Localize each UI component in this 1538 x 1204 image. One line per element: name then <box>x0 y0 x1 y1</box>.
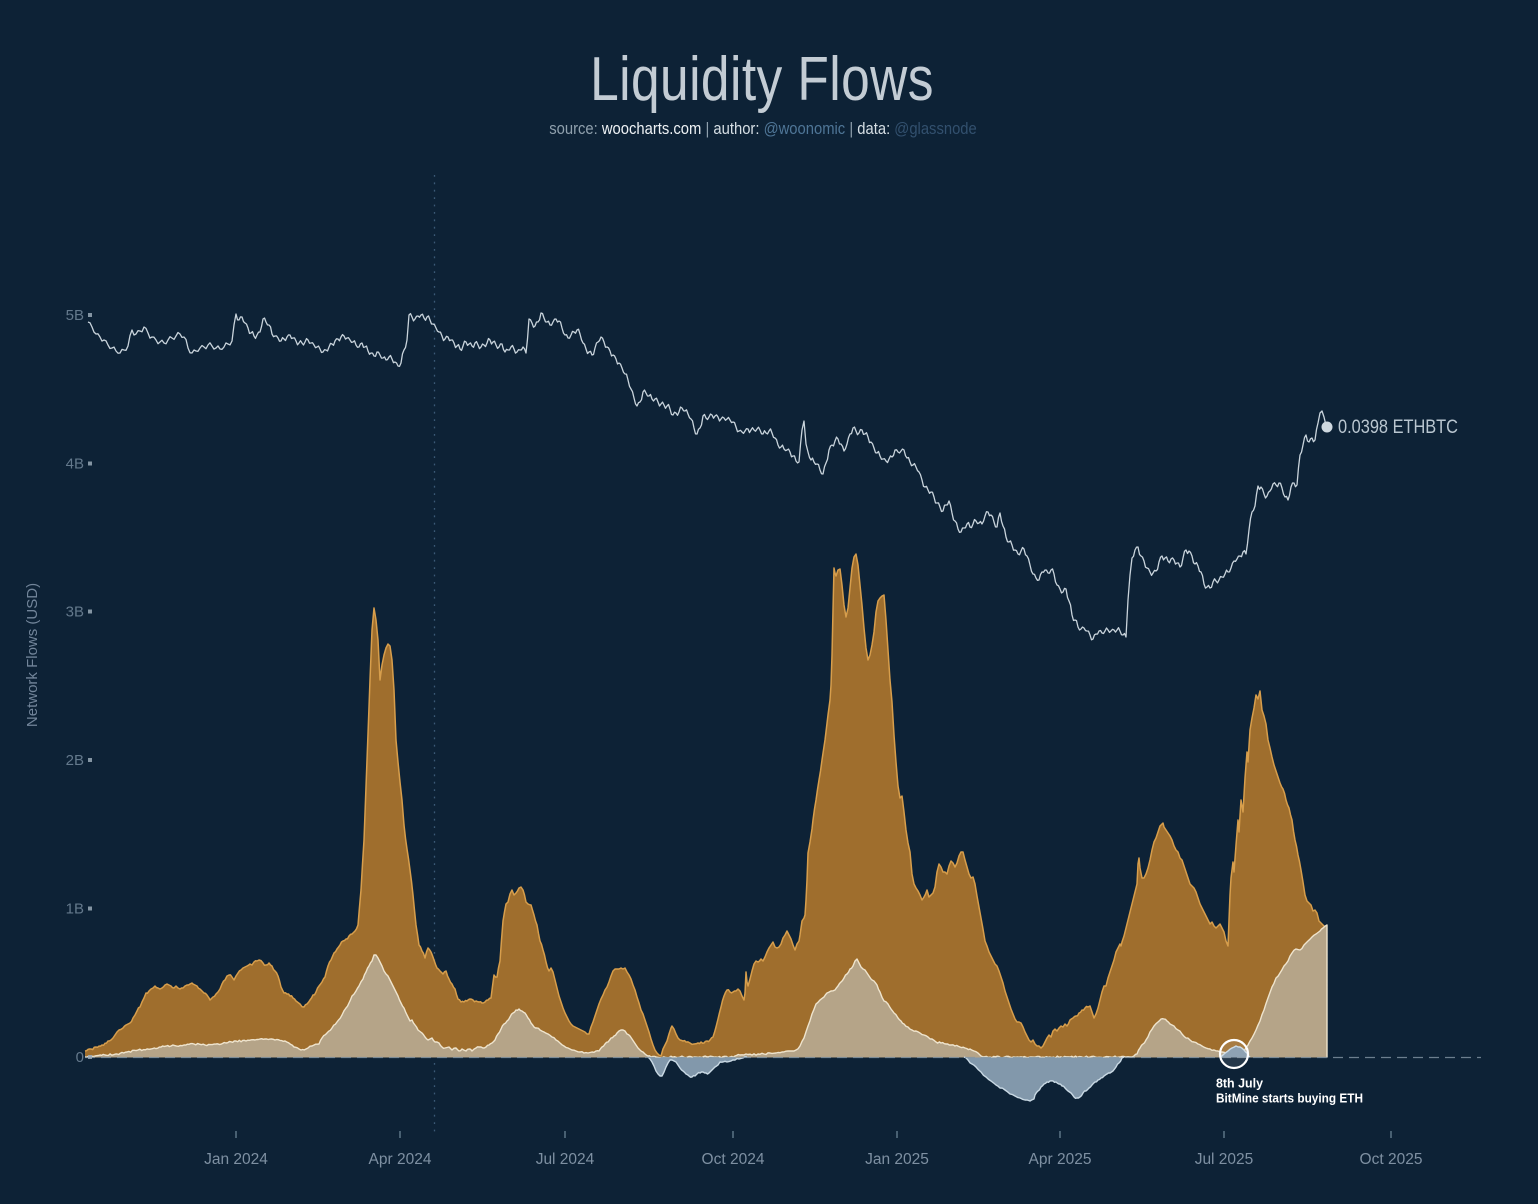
svg-text:Jul 2024: Jul 2024 <box>536 1151 595 1168</box>
svg-text:Jul 2025: Jul 2025 <box>1195 1151 1254 1168</box>
svg-text:Jan 2025: Jan 2025 <box>865 1151 929 1168</box>
svg-text:5B: 5B <box>66 307 84 324</box>
svg-text:Oct 2024: Oct 2024 <box>702 1151 765 1168</box>
svg-text:BitMine starts buying ETH: BitMine starts buying ETH <box>1216 1091 1363 1106</box>
svg-text:4B: 4B <box>66 456 84 473</box>
svg-text:Apr 2025: Apr 2025 <box>1029 1151 1092 1168</box>
svg-text:Oct 2025: Oct 2025 <box>1360 1151 1423 1168</box>
svg-text:2B: 2B <box>66 752 84 769</box>
svg-text:8th July: 8th July <box>1216 1076 1264 1091</box>
svg-text:Jan 2024: Jan 2024 <box>204 1151 268 1168</box>
svg-text:Apr 2024: Apr 2024 <box>369 1151 432 1168</box>
svg-text:Network Flows (USD): Network Flows (USD) <box>24 583 41 727</box>
svg-text:0.0398 ETHBTC: 0.0398 ETHBTC <box>1338 417 1458 438</box>
svg-text:3B: 3B <box>66 604 84 621</box>
svg-text:1B: 1B <box>66 901 84 918</box>
svg-text:0: 0 <box>76 1049 84 1066</box>
